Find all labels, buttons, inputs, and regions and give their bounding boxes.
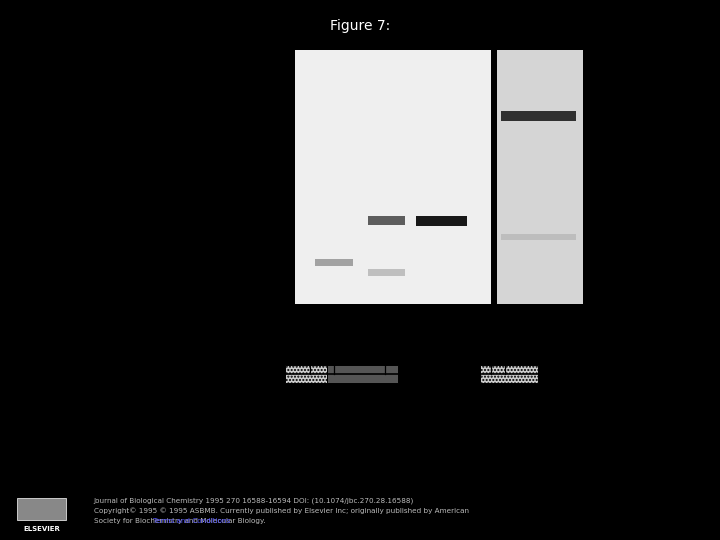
Text: enzyme:: enzyme: — [274, 322, 315, 333]
Text: 4.0: 4.0 — [486, 404, 503, 414]
Bar — [480, 365, 538, 382]
Text: Terms and Conditions: Terms and Conditions — [153, 517, 230, 524]
Text: D: D — [457, 336, 464, 345]
Text: M12: M12 — [427, 311, 447, 321]
Text: D: D — [539, 336, 546, 345]
Text: 6: 6 — [280, 146, 287, 156]
Bar — [327, 365, 397, 382]
Text: 8: 8 — [280, 78, 287, 89]
Text: 3: 3 — [546, 411, 552, 421]
Text: Figure 7:: Figure 7: — [330, 19, 390, 33]
Text: Society for Biochemistry and Molecular Biology.: Society for Biochemistry and Molecular B… — [94, 517, 267, 524]
Text: 1: 1 — [323, 411, 329, 421]
Text: M12: M12 — [511, 311, 531, 321]
Bar — [497, 50, 583, 303]
Text: JH010: JH010 — [323, 311, 352, 321]
Text: 1: 1 — [382, 334, 388, 344]
Text: v: v — [446, 388, 451, 397]
Text: 7.2: 7.2 — [365, 442, 382, 451]
Text: 4.0: 4.0 — [486, 422, 503, 432]
Text: 3: 3 — [434, 334, 440, 344]
Text: Lane 2:: Lane 2: — [208, 419, 244, 429]
Text: 3: 3 — [433, 32, 441, 45]
Bar — [368, 216, 405, 225]
Text: M7: M7 — [378, 311, 392, 321]
Text: Lane 4:: Lane 4: — [208, 456, 244, 467]
Bar — [500, 234, 575, 240]
Text: Journal of Biological Chemistry 1995 270 16588-16594 DOI: (10.1074/jbc.270.28.16: Journal of Biological Chemistry 1995 270… — [94, 498, 414, 504]
Text: 3.5: 3.5 — [498, 442, 515, 451]
Text: H: H — [518, 322, 525, 333]
Text: D: D — [382, 336, 389, 345]
Bar — [17, 498, 66, 521]
Text: D: D — [436, 336, 444, 345]
Text: H: H — [307, 336, 314, 345]
Text: ELSEVIER: ELSEVIER — [23, 525, 60, 531]
Text: D: D — [280, 336, 287, 345]
Text: 1: 1 — [498, 411, 503, 421]
Text: Copyright© 1995 © 1995 ASBMB. Currently published by Elsevier Inc; originally pu: Copyright© 1995 © 1995 ASBMB. Currently … — [94, 508, 469, 514]
Text: 2: 2 — [523, 411, 529, 421]
Text: 2: 2 — [280, 282, 287, 292]
Text: A: A — [220, 48, 230, 62]
Bar — [315, 259, 353, 266]
Text: 1: 1 — [335, 334, 341, 344]
Text: D: D — [433, 322, 441, 333]
Text: H: H — [501, 336, 508, 345]
Text: 2.4: 2.4 — [323, 404, 339, 414]
Text: 1: 1 — [332, 32, 340, 45]
Bar — [500, 111, 575, 122]
Text: D: D — [334, 322, 341, 333]
Text: 2: 2 — [363, 411, 369, 421]
Text: B: B — [220, 351, 230, 365]
Text: Lane 3:: Lane 3: — [208, 437, 244, 447]
Bar — [294, 50, 491, 303]
Bar — [416, 215, 467, 226]
Text: D: D — [382, 322, 390, 333]
Text: 2: 2 — [381, 32, 389, 45]
Bar — [285, 365, 327, 382]
Text: strain:: strain: — [284, 311, 315, 321]
Text: probe:: probe: — [213, 402, 244, 411]
Text: 4: 4 — [518, 32, 525, 45]
Text: H: H — [331, 336, 338, 345]
Text: H: H — [566, 336, 573, 345]
Bar — [368, 269, 405, 276]
Text: D: D — [467, 336, 474, 345]
Text: 4: 4 — [280, 214, 287, 224]
Text: 2: 2 — [518, 334, 524, 344]
Text: probe:: probe: — [284, 334, 315, 344]
Text: H: H — [487, 336, 495, 345]
